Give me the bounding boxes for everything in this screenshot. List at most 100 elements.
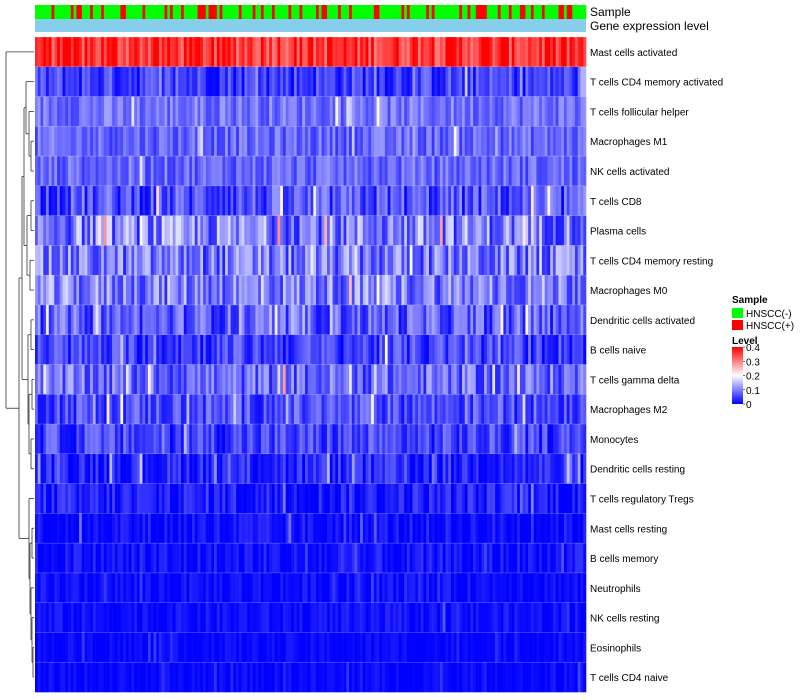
heatmap-cell [282,96,287,127]
heatmap-cell [371,156,375,187]
heatmap-cell [98,513,102,544]
heatmap-cell [161,453,165,484]
heatmap-cell [351,662,355,693]
heatmap-cell [514,572,518,603]
heatmap-cell [222,156,226,187]
heatmap-cell [291,156,295,187]
heatmap-cell [211,245,215,276]
heatmap-cell [417,543,421,574]
heatmap-cell [566,245,570,276]
heatmap-cell [376,364,380,395]
heatmap-cell [200,424,204,455]
heatmap-cell [376,334,380,365]
heatmap-cell [153,394,157,425]
sample-annotation-cell [258,5,262,19]
heatmap-cell [439,275,444,306]
heatmap-cell [329,96,333,127]
heatmap-cell [569,394,573,425]
heatmap-cell [90,245,94,276]
heatmap-cell [442,304,446,336]
heatmap-cell [574,572,579,603]
heatmap-cell [59,424,63,455]
heatmap-cell [563,334,568,365]
heatmap-cell [360,304,364,336]
heatmap-cell [420,37,424,68]
heatmap-cell [274,572,278,603]
heatmap-cell [43,66,47,97]
heatmap-cell [343,275,347,306]
heatmap-cell [500,424,504,455]
heatmap-cell [462,513,466,544]
heatmap-cell [434,424,438,455]
heatmap-cell [214,424,218,455]
heatmap-cell [470,394,474,425]
heatmap-cell [186,632,190,663]
heatmap-cell [401,424,405,455]
heatmap-cell [70,364,74,395]
heatmap-cell [271,662,275,693]
heatmap-cell [90,543,94,574]
heatmap-cell [354,275,358,306]
heatmap-cell [120,572,124,603]
heatmap-cell [57,245,61,276]
row-label: T cells regulatory Tregs [590,494,694,505]
heatmap-cell [478,513,482,544]
heatmap-cell [417,275,421,306]
heatmap-cell [486,37,490,68]
heatmap-cell [321,453,325,484]
heatmap-cell [470,483,474,514]
heatmap-cell [533,662,537,693]
heatmap-cell [288,185,292,216]
heatmap-cell [310,275,314,306]
heatmap-cell [76,156,80,187]
heatmap-cell [59,543,63,574]
heatmap-cell [95,364,99,395]
heatmap-cell [153,156,157,187]
heatmap-cell [73,662,77,693]
heatmap-cell [216,453,220,484]
heatmap-cell [172,394,176,425]
heatmap-cell [547,245,551,276]
heatmap-cell [390,96,394,127]
heatmap-cell [321,37,325,68]
heatmap-cell [486,572,490,603]
heatmap-cell [453,632,457,663]
heatmap-cell [203,96,207,127]
sample-annotation-cell [519,5,523,19]
heatmap-cell [417,662,421,693]
heatmap-cell [227,96,231,127]
heatmap-cell [401,572,405,603]
heatmap-cell [302,543,306,574]
heatmap-cell [48,572,52,603]
heatmap-cell [112,96,116,127]
heatmap-cell [371,513,375,544]
heatmap-cell [426,215,430,246]
heatmap-cell [304,453,309,484]
heatmap-cell [340,334,344,365]
heatmap-cell [54,215,58,246]
heatmap-cell [415,185,419,216]
sample-annotation-cell [415,5,419,19]
heatmap-cell [310,334,314,365]
heatmap-cell [445,156,449,187]
heatmap-cell [131,185,135,216]
heatmap-cell [327,483,331,514]
heatmap-cell [145,632,149,663]
heatmap-cell [230,394,234,425]
heatmap-cell [318,662,322,693]
heatmap-cell [428,215,433,246]
heatmap-cell [470,37,474,68]
heatmap-cell [583,185,587,216]
heatmap-cell [222,543,226,574]
heatmap-cell [558,543,562,574]
heatmap-cell [563,543,568,574]
heatmap-cell [351,334,355,365]
heatmap-cell [340,662,344,693]
heatmap-cell [101,245,105,276]
heatmap-cell [150,275,154,306]
heatmap-cell [362,394,366,425]
heatmap-cell [274,394,278,425]
heatmap-cell [415,96,419,127]
heatmap-cell [92,215,96,246]
heatmap-cell [327,37,331,68]
